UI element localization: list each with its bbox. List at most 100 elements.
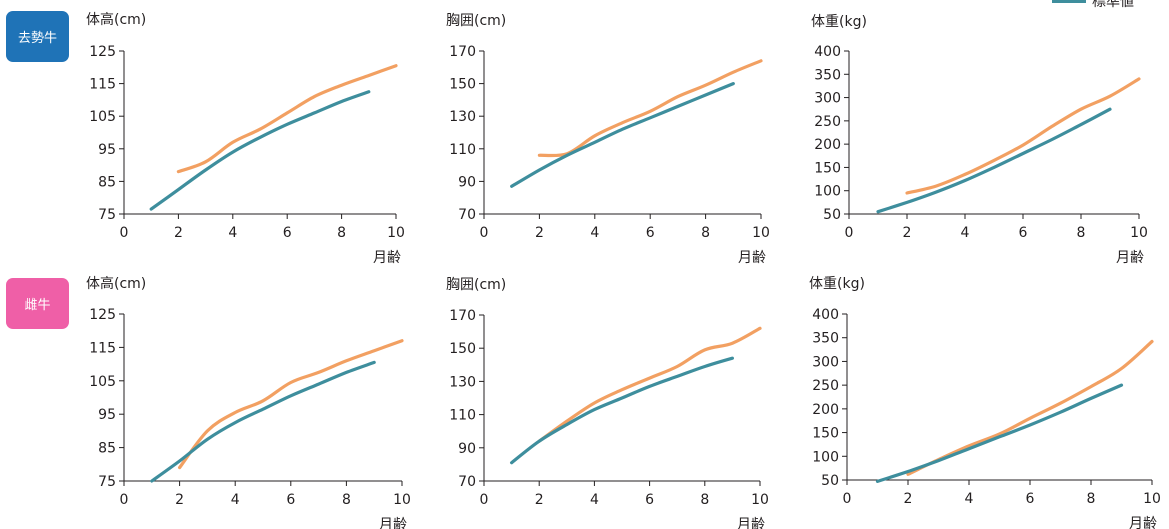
x-tick-label: 8	[700, 492, 709, 508]
x-tick-label: 10	[1143, 491, 1161, 507]
series-line-standard	[150, 360, 376, 483]
y-tick-label: 170	[449, 308, 476, 324]
x-tick-label: 8	[342, 492, 351, 508]
x-axis-label: 月齢	[737, 517, 765, 529]
y-tick-label: 115	[89, 77, 116, 93]
y-tick-label: 110	[449, 142, 476, 158]
group-badge-heifer: 雌牛	[6, 278, 69, 329]
y-tick-label: 50	[821, 473, 839, 489]
series-line-measured	[906, 339, 1154, 476]
x-tick-label: 8	[1077, 225, 1086, 241]
x-tick-label: 6	[646, 225, 655, 241]
y-tick-label: 70	[458, 207, 476, 223]
x-tick-label: 0	[120, 225, 129, 241]
chart-title: 胸囲(cm)	[446, 277, 506, 293]
x-tick-label: 6	[1019, 225, 1028, 241]
x-axis-label: 月齢	[1129, 516, 1157, 529]
legend-swatch-standard	[1052, 0, 1086, 3]
y-tick-label: 350	[812, 331, 839, 347]
y-tick-label: 250	[814, 114, 841, 130]
y-tick-label: 150	[449, 77, 476, 93]
series-line-standard	[876, 107, 1112, 214]
y-tick-label: 250	[812, 378, 839, 394]
y-tick-label: 100	[814, 184, 841, 200]
x-tick-label: 0	[843, 491, 852, 507]
x-tick-label: 10	[387, 225, 405, 241]
y-tick-label: 125	[89, 44, 116, 60]
y-tick-label: 75	[98, 474, 116, 490]
x-tick-label: 2	[904, 491, 913, 507]
x-axis-label: 月齢	[379, 517, 407, 529]
y-tick-label: 105	[89, 374, 116, 390]
y-tick-label: 150	[812, 426, 839, 442]
x-tick-label: 2	[535, 225, 544, 241]
x-tick-label: 6	[645, 492, 654, 508]
y-tick-label: 115	[89, 340, 116, 356]
series-line-standard	[510, 356, 734, 465]
series-line-measured	[178, 339, 404, 470]
x-tick-label: 0	[480, 492, 489, 508]
y-tick-label: 300	[812, 354, 839, 370]
chart-title: 体重(kg)	[809, 276, 865, 292]
legend: 標準値	[1052, 0, 1134, 10]
x-tick-label: 2	[903, 225, 912, 241]
y-tick-label: 130	[449, 109, 476, 125]
y-tick-label: 300	[814, 91, 841, 107]
y-tick-label: 50	[823, 207, 841, 223]
chart-panel: 75 85 95 105 115 125 0 2 4 6 8 10 体高(cm) 月齢	[86, 11, 405, 266]
chart-title: 体高(cm)	[86, 275, 146, 292]
chart-panel: 75 85 95 105 115 125 0 2 4 6 8 10 体高(cm) 月齢	[86, 275, 411, 529]
series-line-measured	[537, 326, 762, 443]
x-tick-label: 8	[1087, 491, 1096, 507]
x-tick-label: 4	[228, 225, 237, 241]
x-tick-label: 2	[535, 492, 544, 508]
x-tick-label: 10	[751, 492, 769, 508]
chart-panel: 70 90 110 130 150 170 0 2 4 6 8 10 胸囲(cm) 月齢	[446, 277, 769, 529]
x-axis-label: 月齢	[738, 250, 766, 266]
x-tick-label: 2	[174, 225, 183, 241]
y-tick-label: 85	[98, 174, 116, 190]
y-tick-label: 400	[812, 307, 839, 323]
y-tick-label: 75	[98, 207, 116, 223]
chart-panel: 50 100 150 200 250 300 350 400 0 2 4 6 8 10 体重(kg) 月齢	[811, 14, 1148, 266]
y-tick-label: 200	[814, 137, 841, 153]
y-tick-label: 125	[89, 307, 116, 323]
y-tick-label: 400	[814, 44, 841, 60]
x-tick-label: 4	[590, 492, 599, 508]
x-tick-label: 10	[393, 492, 411, 508]
x-tick-label: 8	[337, 225, 346, 241]
y-tick-label: 170	[449, 44, 476, 60]
y-tick-label: 95	[98, 142, 116, 158]
y-tick-label: 150	[449, 341, 476, 357]
chart-title: 体高(cm)	[86, 11, 146, 28]
y-tick-label: 130	[449, 374, 476, 390]
x-tick-label: 10	[752, 225, 770, 241]
x-tick-label: 2	[175, 492, 184, 508]
series-line-measured	[905, 77, 1141, 195]
series-line-standard	[149, 90, 371, 211]
series-line-measured	[176, 64, 398, 174]
y-tick-label: 70	[458, 474, 476, 490]
x-tick-label: 4	[965, 491, 974, 507]
y-tick-label: 350	[814, 67, 841, 83]
x-tick-label: 8	[701, 225, 710, 241]
chart-title: 胸囲(cm)	[446, 13, 506, 29]
x-tick-label: 6	[286, 492, 295, 508]
y-tick-label: 150	[814, 160, 841, 176]
y-tick-label: 90	[458, 441, 476, 457]
x-axis-label: 月齢	[373, 250, 401, 266]
y-tick-label: 90	[458, 174, 476, 190]
y-tick-label: 105	[89, 109, 116, 125]
series-line-standard	[510, 82, 735, 188]
x-tick-label: 4	[961, 225, 970, 241]
legend-label-standard: 標準値	[1092, 0, 1134, 10]
y-tick-label: 95	[98, 407, 116, 423]
x-tick-label: 4	[590, 225, 599, 241]
x-tick-label: 6	[1026, 491, 1035, 507]
y-tick-label: 110	[449, 408, 476, 424]
x-tick-label: 4	[231, 492, 240, 508]
x-tick-label: 0	[845, 225, 854, 241]
x-axis-label: 月齢	[1116, 250, 1144, 266]
x-tick-label: 0	[480, 225, 489, 241]
